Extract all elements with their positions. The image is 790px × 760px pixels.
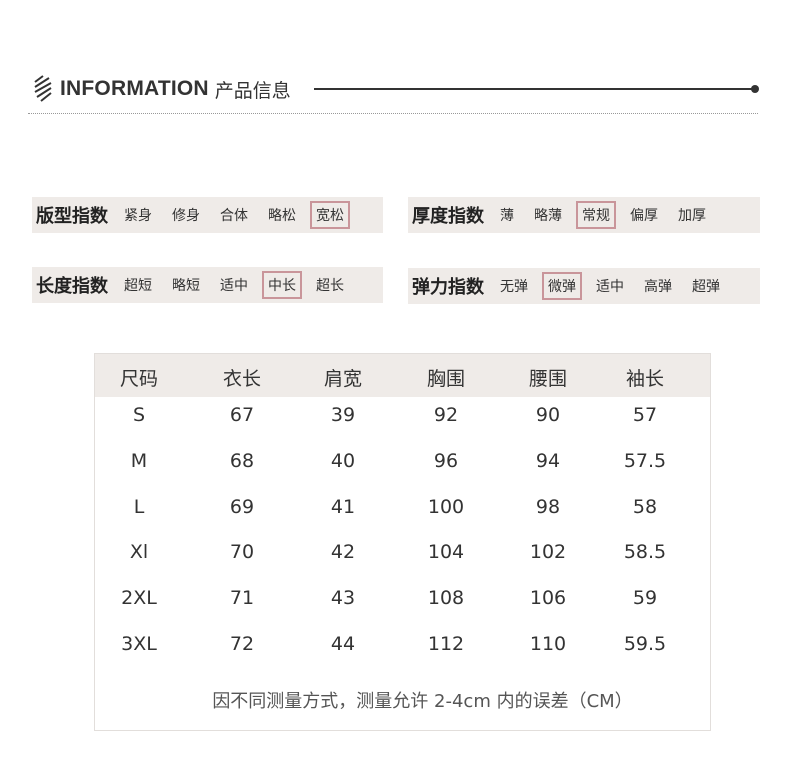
table-cell: 98 (535, 495, 561, 518)
section-header: INFORMATION 产品信息 (32, 72, 291, 106)
index-option: 超弹 (692, 279, 720, 295)
table-cell: M (130, 449, 148, 472)
table-cell: 40 (330, 449, 356, 472)
table-cell: 44 (330, 633, 356, 655)
index-band: 版型指数 紧身 修身 合体 略松 宽松 (32, 197, 383, 233)
index-label: 厚度指数 (412, 206, 484, 227)
index-option: 适中 (220, 278, 248, 294)
index-band: 厚度指数薄 略薄 常规 偏厚 加厚 (408, 197, 760, 233)
index-option: 略松 (268, 208, 296, 224)
table-cell: 106 (529, 587, 567, 610)
index-label: 版型指数 (36, 206, 108, 227)
index-option-selected: 微弹 (542, 272, 582, 300)
header-rule-dot (751, 85, 759, 93)
index-option: 适中 (596, 279, 624, 295)
index-option: 略短 (172, 278, 200, 294)
index-option-selected: 中长 (262, 271, 302, 299)
dotted-divider (28, 113, 758, 114)
index-option-selected: 常规 (576, 201, 616, 229)
table-cell: 69 (229, 495, 255, 518)
index-option: 超长 (316, 278, 344, 294)
column-header: 肩宽 (323, 368, 362, 390)
table-cell: 2XL (121, 587, 157, 610)
table-cell: 67 (229, 404, 255, 426)
index-option: 加厚 (678, 208, 706, 224)
index-band: 弹力指数 无弹 微弹 适中 高弹 超弹 (408, 268, 760, 304)
index-option: 无弹 (500, 279, 528, 295)
table-cell: 72 (229, 633, 255, 655)
column-header: 胸围 (426, 368, 465, 390)
index-option: 超短 (124, 278, 152, 294)
index-label: 弹力指数 (412, 277, 484, 298)
table-cell: 68 (229, 449, 255, 472)
index-option: 偏厚 (630, 208, 658, 224)
table-cell: Xl (129, 541, 149, 564)
table-cell: 92 (433, 404, 459, 426)
table-cell: 112 (427, 633, 465, 655)
header-title-en: INFORMATION (60, 77, 209, 100)
table-cell: 96 (433, 449, 459, 472)
size-table: 尺码 衣长 肩宽 胸围 腰围 袖长 S 67 39 92 90 57 M 68 40 96 94 57.5 L 69 4… (94, 353, 711, 731)
index-label: 长度指数 (36, 276, 108, 297)
table-cell: 102 (529, 541, 567, 564)
table-cell: 43 (330, 587, 356, 610)
table-cell: 57.5 (623, 449, 667, 472)
index-option: 合体 (220, 208, 248, 224)
table-header (95, 354, 710, 397)
table-cell: 104 (427, 541, 465, 564)
table-cell: 58 (632, 495, 658, 518)
table-cell: L (133, 495, 145, 518)
column-header: 袖长 (625, 368, 664, 390)
diagonal-stripes-icon (34, 75, 52, 102)
table-cell: 39 (330, 404, 356, 426)
table-cell: 3XL (121, 633, 157, 655)
table-cell: 59.5 (623, 633, 667, 655)
table-cell: 94 (535, 449, 561, 472)
measurement-note: 因不同测量方式，测量允许 2-4cm 内的误差（CM） (212, 691, 633, 712)
table-cell: 70 (229, 541, 255, 564)
index-option: 薄 (500, 208, 514, 224)
table-cell: 100 (427, 495, 465, 518)
table-cell: 58.5 (623, 541, 667, 564)
table-cell: 57 (632, 404, 658, 426)
table-cell: 108 (427, 587, 465, 610)
table-cell: 110 (529, 633, 567, 655)
table-cell: 71 (229, 587, 255, 610)
column-header: 尺码 (119, 368, 158, 390)
column-header: 衣长 (222, 368, 261, 390)
index-option: 修身 (172, 208, 200, 224)
index-option: 高弹 (644, 279, 672, 295)
table-cell: S (132, 404, 146, 426)
index-option-selected: 宽松 (310, 201, 350, 229)
table-cell: 42 (330, 541, 356, 564)
table-cell: 90 (535, 404, 561, 426)
header-rule (314, 88, 754, 90)
column-header: 腰围 (528, 368, 567, 390)
index-option: 紧身 (124, 208, 152, 224)
index-band: 长度指数 超短 略短 适中 中长 超长 (32, 267, 383, 303)
table-cell: 59 (632, 587, 658, 610)
table-cell: 41 (330, 495, 356, 518)
header-title-cn: 产品信息 (214, 79, 291, 102)
index-option: 略薄 (534, 208, 562, 224)
